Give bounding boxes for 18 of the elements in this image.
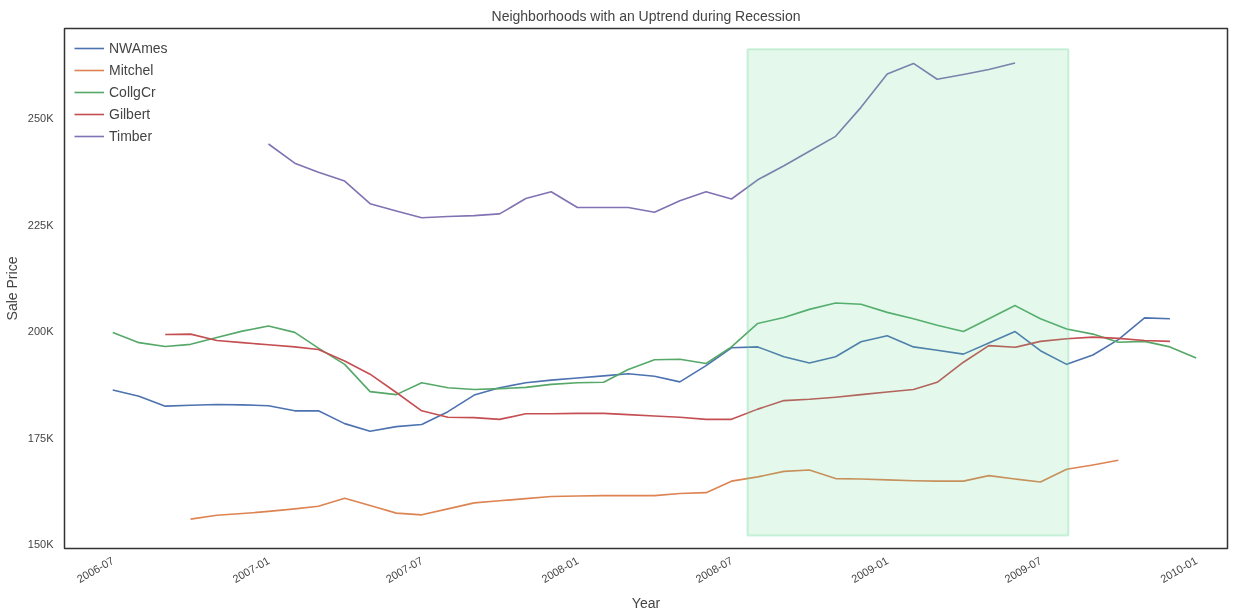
y-tick-label: 200K [27, 325, 55, 338]
y-tick-label: 150K [27, 538, 55, 551]
line-series [267, 62, 1016, 219]
chart-title: Neighborhoods with an Uptrend during Recession [491, 7, 801, 24]
y-tick-label: 225K [27, 218, 55, 231]
line-series [189, 459, 1120, 520]
x-axis-title: Year [631, 594, 661, 611]
legend-label: Timber [109, 128, 153, 144]
y-tick-label: 250K [27, 112, 55, 125]
y-tick-label: 175K [27, 431, 55, 444]
line-series [111, 302, 1197, 396]
legend-label: Mitchel [109, 62, 154, 78]
line-series [164, 333, 1171, 421]
legend-label: Gilbert [109, 106, 151, 122]
line-series [111, 317, 1171, 433]
legend-label: CollgCr [109, 84, 156, 100]
y-axis-title: Sale Price [3, 256, 20, 321]
legend-label: NWAmes [109, 40, 168, 56]
